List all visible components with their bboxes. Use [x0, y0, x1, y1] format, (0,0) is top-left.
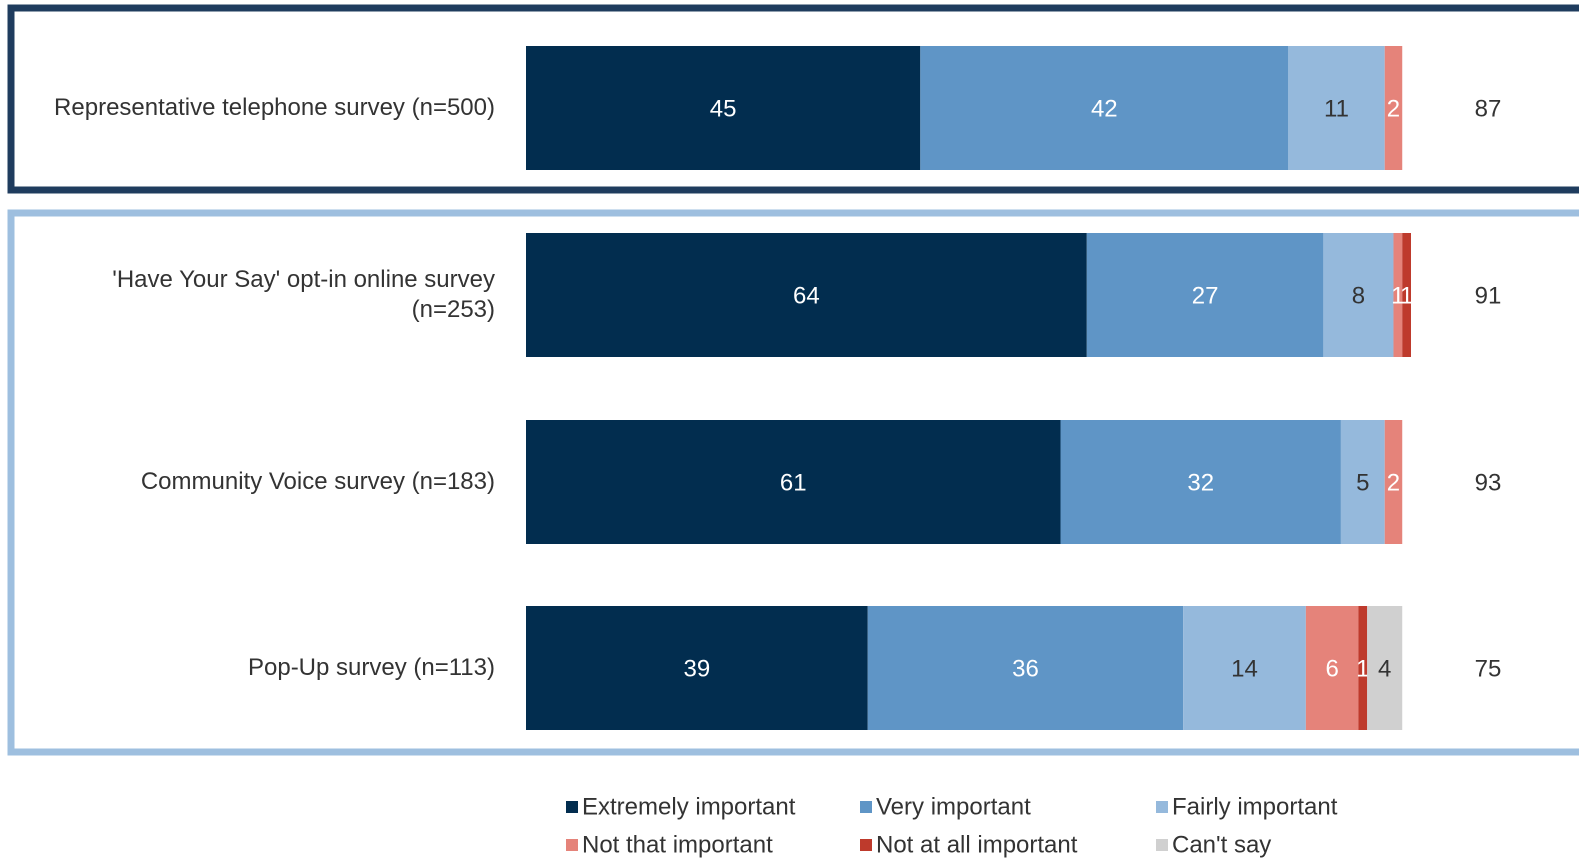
category-label: Representative telephone survey (n=500) [54, 94, 495, 121]
bar-segment [526, 233, 1087, 357]
category-label: Pop-Up survey (n=113) [247, 654, 495, 681]
legend-label: Extremely important [582, 793, 796, 820]
bar-segment [920, 46, 1289, 170]
data-label: 61 [780, 469, 807, 496]
data-label: 1 [1400, 282, 1413, 309]
data-label: 45 [710, 95, 737, 122]
bar-segment [1402, 233, 1411, 357]
legend-swatch [860, 839, 872, 851]
data-label: 42 [1091, 95, 1118, 122]
data-label: 36 [1012, 655, 1039, 682]
data-label: 2 [1387, 469, 1400, 496]
data-label: 1 [1391, 282, 1404, 309]
legend-label: Not at all important [876, 831, 1078, 858]
data-label: 2 [1387, 95, 1400, 122]
bar-segment [1384, 46, 1403, 170]
bar-segment [1340, 420, 1385, 544]
group-frame [7, 4, 1579, 194]
total-label: 87 [1475, 95, 1502, 122]
bar-segment [526, 46, 921, 170]
bar-segment [1086, 233, 1324, 357]
group-frame [7, 209, 1579, 756]
bar-segment [867, 606, 1184, 730]
legend-label: Can't say [1172, 831, 1271, 858]
data-label: 1 [1356, 655, 1369, 682]
data-label: 39 [684, 655, 711, 682]
total-label: 91 [1475, 282, 1502, 309]
category-label: 'Have Your Say' opt-in online survey (n=… [112, 266, 495, 323]
bar-segment [1183, 606, 1306, 730]
data-label: 4 [1378, 655, 1391, 682]
legend-swatch [566, 839, 578, 851]
data-label: 64 [793, 282, 820, 309]
data-label: 11 [1324, 95, 1349, 122]
data-label: 5 [1356, 469, 1369, 496]
total-label: 93 [1475, 469, 1502, 496]
legend-swatch [1156, 801, 1168, 813]
category-label: Community Voice survey (n=183) [140, 468, 495, 495]
bar-segment [1288, 46, 1385, 170]
bar-segment [1060, 420, 1341, 544]
bar-segment [1393, 233, 1403, 357]
legend-label: Not that important [582, 831, 773, 858]
data-label: 32 [1187, 469, 1214, 496]
total-label: 75 [1475, 655, 1502, 682]
bar-segment [1305, 606, 1359, 730]
data-label: 27 [1192, 282, 1219, 309]
legend-label: Fairly important [1172, 793, 1338, 820]
data-label: 8 [1352, 282, 1365, 309]
legend-swatch [860, 801, 872, 813]
legend-label: Very important [876, 793, 1031, 820]
bar-segment [526, 606, 868, 730]
legend-swatch [566, 801, 578, 813]
bar-segment [1367, 606, 1403, 730]
legend-swatch [1156, 839, 1168, 851]
bar-segment [1323, 233, 1394, 357]
bar-segment [1384, 420, 1403, 544]
bar-segment [526, 420, 1061, 544]
data-label: 6 [1325, 655, 1338, 682]
data-label: 14 [1231, 655, 1258, 682]
bar-segment [1358, 606, 1368, 730]
